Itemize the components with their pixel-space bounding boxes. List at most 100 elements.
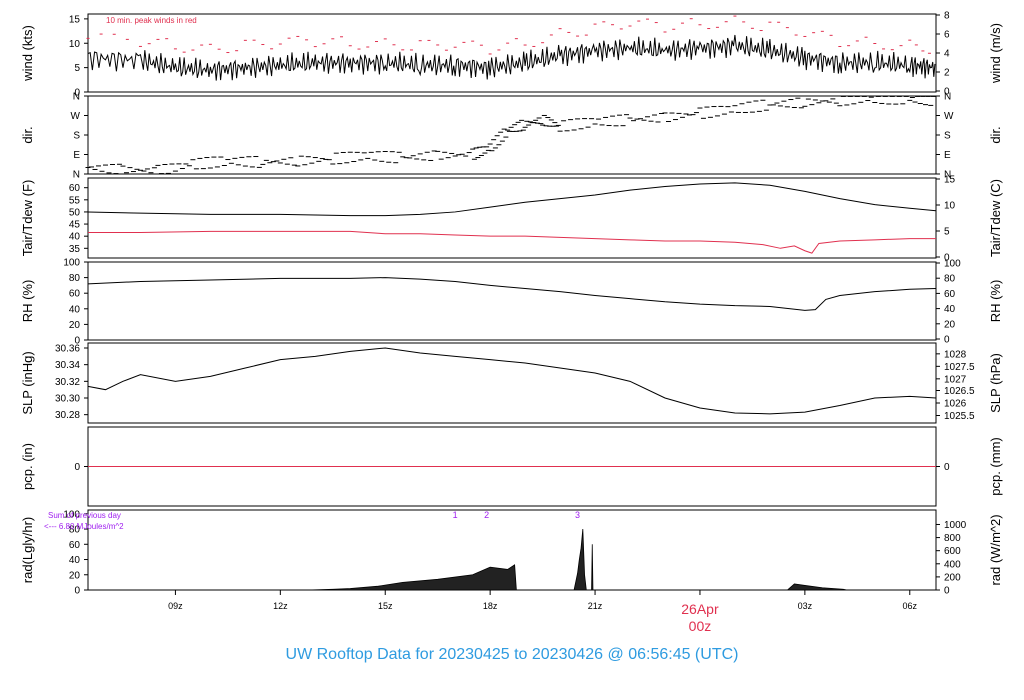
right-axis-label-pcp: pcp. (mm) <box>988 437 1003 496</box>
left-tick-label-slp: 30.36 <box>55 344 80 355</box>
left-axis-label-slp: SLP (inHg) <box>20 351 35 414</box>
series-line-wind-0 <box>87 34 936 81</box>
date-marker-bottom: 00z <box>689 618 712 634</box>
left-tick-label-rad: 0 <box>74 586 80 597</box>
left-axis-label-dir: dir. <box>20 126 35 143</box>
right-tick-label-rad: 200 <box>944 572 961 583</box>
right-axis-label-rad: rad (W/m^2) <box>988 514 1003 585</box>
rad-sum-note: Sum of previous day <box>48 511 121 520</box>
rad-marker: 2 <box>484 510 489 520</box>
panel-frame-temp <box>87 177 937 259</box>
left-tick-label-wind: 0 <box>74 88 80 99</box>
left-tick-label-temp: 60 <box>69 183 81 194</box>
left-axis-label-rh: RH (%) <box>20 280 35 323</box>
right-tick-label-dir: N <box>944 92 951 103</box>
right-tick-label-dir: S <box>944 131 951 142</box>
right-tick-label-rh: 100 <box>944 259 961 270</box>
left-tick-label-rh: 0 <box>74 336 80 347</box>
right-tick-label-rh: 60 <box>944 289 956 300</box>
left-tick-label-dir: N <box>73 170 80 181</box>
left-axis-label-temp: Tair/Tdew (F) <box>20 180 35 257</box>
right-axis-label-dir: dir. <box>988 126 1003 143</box>
left-tick-label-slp: 30.30 <box>55 394 80 405</box>
right-tick-label-rh: 80 <box>944 274 956 285</box>
left-tick-label-rh: 100 <box>63 258 80 269</box>
x-tick-label: 21z <box>588 601 603 611</box>
left-tick-label-pcp: 0 <box>74 462 80 473</box>
right-tick-label-dir: N <box>944 170 951 181</box>
right-tick-label-temp: 5 <box>944 227 950 238</box>
left-tick-label-rad: 40 <box>69 555 81 566</box>
left-tick-label-dir: E <box>73 150 80 161</box>
right-tick-label-slp: 1025.5 <box>944 411 975 422</box>
rad-marker: 3 <box>575 510 580 520</box>
right-tick-label-slp: 1027 <box>944 374 967 385</box>
radiation-area <box>308 529 847 591</box>
x-tick-label: 18z <box>483 601 498 611</box>
right-tick-label-rad: 800 <box>944 533 961 544</box>
panel-frame-rh <box>87 261 937 341</box>
left-tick-label-rad: 100 <box>63 509 80 520</box>
date-marker-top: 26Apr <box>681 601 719 617</box>
right-tick-label-rh: 0 <box>944 335 950 346</box>
right-tick-label-rh: 20 <box>944 319 956 330</box>
right-tick-label-slp: 1028 <box>944 349 967 360</box>
series-line-temp-0 <box>87 182 937 217</box>
left-tick-label-slp: 30.32 <box>55 377 80 388</box>
right-tick-label-wind: 8 <box>944 11 950 22</box>
series-line-temp-1 <box>88 230 936 254</box>
left-tick-label-rad: 80 <box>69 525 81 536</box>
left-tick-label-slp: 30.34 <box>55 360 80 371</box>
left-tick-label-temp: 40 <box>69 232 81 243</box>
x-tick-label: 12z <box>273 601 288 611</box>
chart-title: UW Rooftop Data for 20230425 to 20230426… <box>285 646 739 663</box>
right-tick-label-slp: 1027.5 <box>944 362 975 373</box>
right-tick-label-temp: 10 <box>944 201 956 212</box>
panel-frame-slp <box>87 342 937 424</box>
x-tick-label: 03z <box>798 601 813 611</box>
right-tick-label-wind: 4 <box>944 49 950 60</box>
right-tick-label-rad: 1000 <box>944 520 967 531</box>
left-axis-label-pcp: pcp. (in) <box>20 443 35 490</box>
wind-annotation: 10 min. peak winds in red <box>106 16 197 25</box>
left-tick-label-rad: 60 <box>69 540 81 551</box>
left-tick-label-rh: 40 <box>69 304 81 315</box>
series-line-slp-0 <box>87 347 937 415</box>
x-tick-label: 15z <box>378 601 393 611</box>
right-tick-label-rad: 0 <box>944 586 950 597</box>
left-axis-label-rad: rad(Lgly/hr) <box>20 517 35 583</box>
right-tick-label-rad: 600 <box>944 546 961 557</box>
left-tick-label-rh: 80 <box>69 273 81 284</box>
right-tick-label-pcp: 0 <box>944 462 950 473</box>
left-tick-label-dir: W <box>71 111 81 122</box>
right-axis-label-wind: wind (m/s) <box>988 23 1003 84</box>
right-tick-label-rad: 400 <box>944 559 961 570</box>
right-axis-label-slp: SLP (hPa) <box>988 353 1003 413</box>
left-tick-label-temp: 55 <box>69 195 81 206</box>
left-tick-label-dir: S <box>73 131 80 142</box>
rad-sum-value: <--- 6.80 MJoules/m^2 <box>44 522 124 531</box>
rad-marker: 1 <box>453 510 458 520</box>
left-tick-label-wind: 15 <box>69 14 81 25</box>
x-tick-label: 06z <box>903 601 918 611</box>
left-tick-label-temp: 45 <box>69 220 81 231</box>
left-tick-label-dir: N <box>73 92 80 103</box>
left-tick-label-rh: 60 <box>69 289 81 300</box>
right-axis-label-rh: RH (%) <box>988 280 1003 323</box>
panel-frame-dir <box>87 95 937 175</box>
left-tick-label-temp: 50 <box>69 207 81 218</box>
right-tick-label-wind: 0 <box>944 87 950 98</box>
left-tick-label-rh: 20 <box>69 320 81 331</box>
right-tick-label-wind: 6 <box>944 30 950 41</box>
right-tick-label-dir: E <box>944 150 951 161</box>
right-tick-label-rh: 40 <box>944 304 956 315</box>
right-tick-label-slp: 1026.5 <box>944 386 975 397</box>
left-axis-label-wind: wind (kts) <box>20 25 35 82</box>
left-tick-label-wind: 10 <box>69 39 81 50</box>
right-tick-label-temp: 15 <box>944 175 956 186</box>
left-tick-label-wind: 5 <box>74 63 80 74</box>
right-tick-label-dir: W <box>944 111 954 122</box>
right-axis-label-temp: Tair/Tdew (C) <box>988 179 1003 257</box>
right-tick-label-temp: 0 <box>944 253 950 264</box>
